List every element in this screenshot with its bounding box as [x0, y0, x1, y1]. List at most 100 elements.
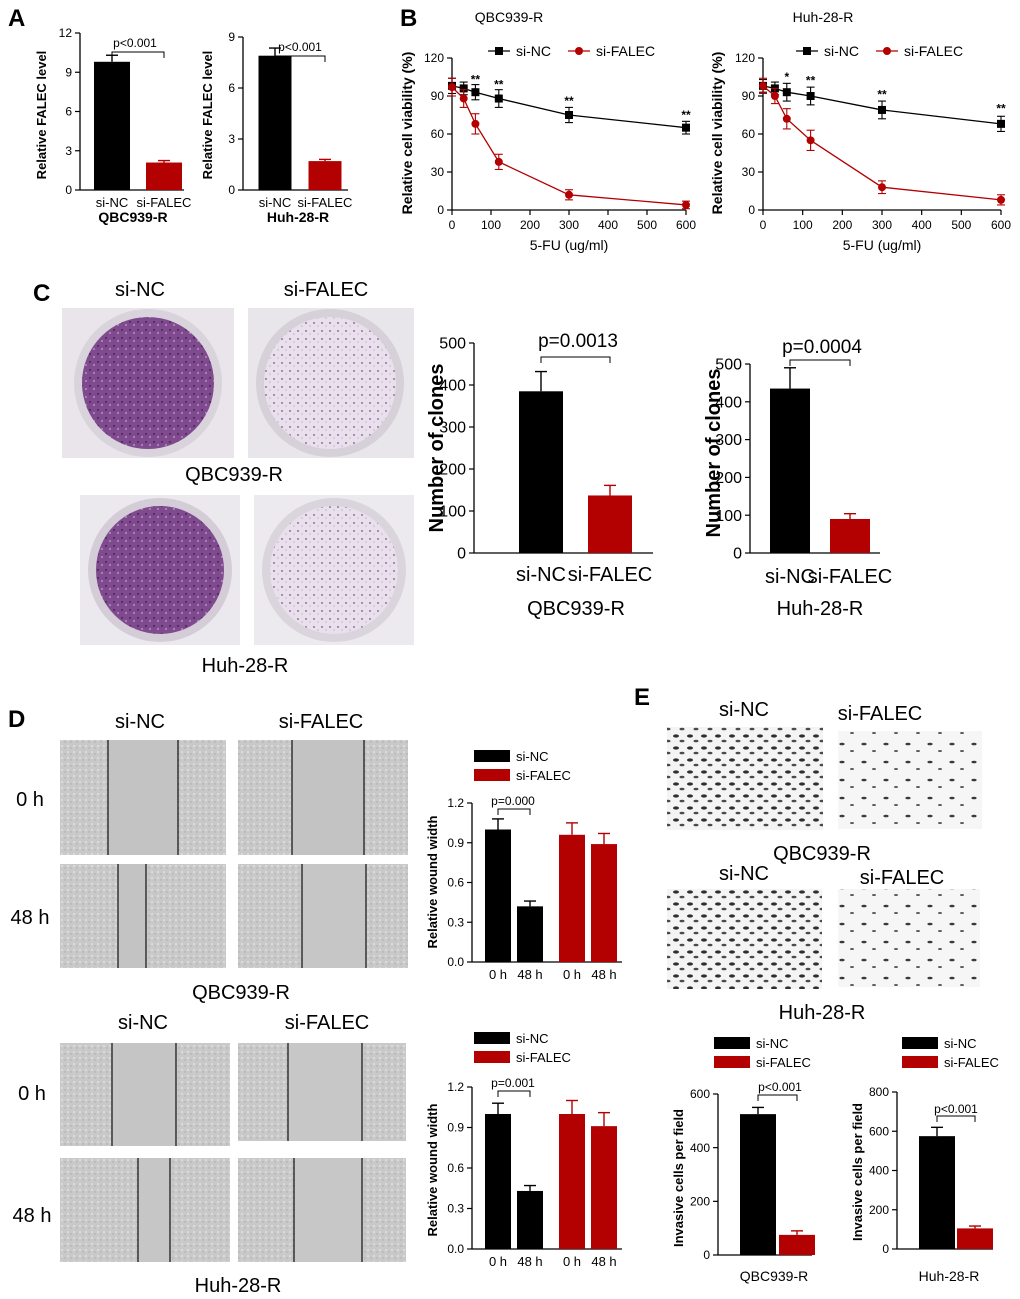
b2-x-tick-label: 300 [872, 218, 892, 232]
e2-y-tick-label: 400 [869, 1164, 889, 1178]
d2-legend-swatch [474, 1051, 510, 1063]
d2-bar [559, 1114, 585, 1249]
e2-x-label: Huh-28-R [919, 1268, 980, 1284]
d1-y-tick-label: 0.3 [447, 915, 464, 929]
c2-category-label: si-NC [765, 566, 815, 588]
b1-data-point [471, 119, 480, 128]
e1-legend-swatch [714, 1037, 750, 1049]
e2-significance-bracket [936, 1115, 976, 1122]
d1-category-label: 0 h [563, 967, 581, 982]
d2-y-tick-label: 0.9 [447, 1121, 464, 1135]
d1-legend-swatch [474, 750, 510, 762]
b2-x-tick-label: 0 [760, 218, 767, 232]
c2-bar [770, 388, 810, 553]
d1-legend-swatch [474, 769, 510, 781]
d1-bar [591, 844, 617, 962]
c2-category-label: si-FALEC [808, 566, 892, 588]
a2-bar [258, 55, 292, 191]
c1-significance-bracket [540, 356, 611, 363]
d1-bar [485, 829, 511, 962]
a2-x-label: Huh-28-R [267, 209, 329, 225]
e2-y-label: Invasive cells per field [850, 1103, 865, 1241]
d1-category-label: 48 h [517, 967, 542, 982]
a1-category-label: si-NC [96, 195, 129, 210]
wound-photo-huh-falec-0h [238, 1043, 406, 1141]
b1-x-tick-label: 300 [559, 218, 579, 232]
b1-data-point [565, 190, 573, 199]
e1-y-tick-label: 600 [690, 1087, 710, 1101]
d1-legend-label: si-FALEC [516, 768, 571, 783]
e1-legend-label: si-FALEC [756, 1055, 811, 1070]
c2-y-tick-label: 400 [715, 394, 742, 411]
d2-legend-label: si-NC [516, 1031, 549, 1046]
b2-data-point [806, 136, 815, 145]
c2-y-tick-label: 500 [715, 357, 742, 374]
b1-title: QBC939-R [475, 9, 543, 25]
d2-bar [485, 1114, 511, 1249]
e1-bar [740, 1114, 776, 1255]
d2-legend-swatch [474, 1032, 510, 1044]
b2-data-point [997, 119, 1005, 128]
b2-x-tick-label: 100 [793, 218, 813, 232]
c2-y-label: Number of clones [703, 369, 725, 538]
d1-y-tick-label: 1.2 [447, 796, 464, 810]
e2-legend-label: si-FALEC [944, 1055, 999, 1070]
a2-y-tick-label: 6 [228, 81, 235, 95]
b1-x-tick-label: 600 [676, 218, 696, 232]
c2-p-value: p=0.0004 [782, 337, 862, 358]
e1-y-tick-label: 0 [703, 1248, 710, 1262]
e-col-label-nc-top: si-NC [719, 699, 769, 721]
e2-legend-swatch [902, 1056, 938, 1068]
e1-legend-label: si-NC [756, 1036, 789, 1051]
colony-photo-qbc-falec [248, 308, 414, 458]
e2-bar [919, 1136, 955, 1249]
d1-y-tick-label: 0.9 [447, 836, 464, 850]
invasion-photo-huh-nc [667, 889, 822, 989]
c1-category-label: si-FALEC [568, 564, 652, 586]
b2-x-tick-label: 200 [832, 218, 852, 232]
b1-x-tick-label: 100 [481, 218, 501, 232]
e1-significance-bracket [757, 1094, 798, 1101]
d2-category-label: 0 h [489, 1254, 507, 1269]
d2-category-label: 48 h [517, 1254, 542, 1269]
e2-p-value: p<0.001 [934, 1102, 978, 1116]
b1-data-point [459, 84, 468, 93]
b1-legend-marker [575, 47, 583, 55]
e1-y-tick-label: 400 [690, 1141, 710, 1155]
b2-y-tick-label: 30 [742, 165, 756, 179]
d1-y-label: Relative wound width [425, 815, 440, 948]
wound-photo-huh-nc-0h [60, 1043, 230, 1146]
c2-bar [830, 518, 870, 553]
c1-y-tick-label: 500 [439, 336, 466, 353]
c2-y-tick-label: 300 [715, 432, 742, 449]
d2-p-value: p=0.001 [491, 1076, 535, 1090]
panel-label-d: D [8, 706, 25, 733]
panel-label-a: A [8, 5, 25, 32]
d2-category-label: 48 h [591, 1254, 616, 1269]
e-caption-huh: Huh-28-R [779, 1002, 866, 1024]
c1-y-label: Number of clones [426, 364, 448, 533]
a2-y-tick-label: 3 [228, 132, 235, 146]
d-row-label-48h-top: 48 h [11, 907, 50, 929]
d-col-label-falec-bottom: si-FALEC [285, 1012, 369, 1034]
e2-y-tick-label: 200 [869, 1203, 889, 1217]
colony-photo-qbc-nc [62, 308, 234, 458]
b1-x-tick-label: 400 [598, 218, 618, 232]
wound-photo-qbc-nc-48h [60, 864, 226, 968]
d-row-label-0h-bottom: 0 h [18, 1083, 46, 1105]
c1-y-tick-label: 100 [439, 504, 466, 521]
d-row-label-48h-bottom: 48 h [13, 1205, 52, 1227]
b2-legend-label: si-NC [824, 43, 859, 59]
a1-y-tick-label: 3 [65, 144, 72, 158]
b2-data-point [782, 114, 791, 123]
a2-p-value: p<0.001 [278, 40, 322, 54]
c1-bar [519, 391, 563, 553]
b2-x-tick-label: 600 [991, 218, 1011, 232]
b2-data-point [878, 105, 886, 114]
invasion-photo-qbc-nc [667, 727, 823, 830]
d2-legend-label: si-FALEC [516, 1050, 571, 1065]
b1-x-tick-label: 200 [520, 218, 540, 232]
d2-y-tick-label: 0.0 [447, 1242, 464, 1256]
d2-bar [591, 1126, 617, 1249]
b2-data-point [997, 195, 1005, 204]
